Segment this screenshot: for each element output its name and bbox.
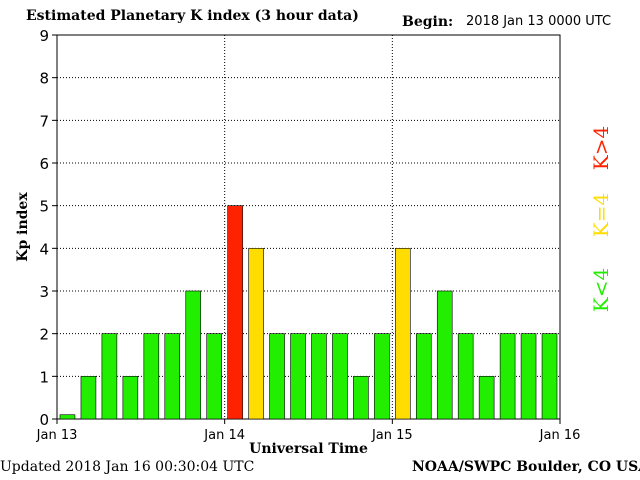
kp-bar [101,333,118,420]
x-tick-label: Jan 14 [203,428,245,443]
x-tick-label: Jan 13 [36,428,78,443]
y-tick-label: 6 [39,155,49,173]
kp-bar [143,333,160,420]
kp-bar [374,333,390,420]
kp-bar [290,333,306,420]
kp-bar [395,248,411,420]
begin-label: Begin: [402,14,454,30]
kp-bar [164,333,181,420]
x-tick-label: Jan 16 [539,428,581,443]
y-tick-label: 2 [39,326,49,344]
kp-bar [311,333,327,420]
y-tick-label: 8 [39,70,49,88]
kp-bar [353,376,369,420]
kp-bar [185,290,202,420]
kp-bar [80,376,97,420]
kp-bar [269,333,285,420]
kp-bar [457,333,474,420]
kp-bar [499,333,516,420]
kp-bar [59,414,76,420]
y-axis-label: Kp index [15,192,31,262]
kp-bar [122,376,139,420]
updated-label: Updated [0,459,61,475]
credit-text: NOAA/SWPC Boulder, CO USA [412,459,640,475]
kp-bar [415,333,432,420]
x-axis-label: Universal Time [249,441,368,457]
y-tick-label: 7 [39,112,49,130]
kp-bar [206,333,222,420]
kp-bar [332,333,348,420]
y-tick-label: 9 [39,27,49,45]
updated-value: 2018 Jan 16 00:30:04 UTC [65,459,255,475]
plot-frame [56,34,561,420]
kp-bar [478,376,495,420]
y-tick-label: 0 [39,411,49,429]
kp-bar [520,333,537,420]
kp-bar [227,205,243,420]
kp-bar [541,333,558,420]
chart-title: Estimated Planetary K index (3 hour data… [26,8,359,24]
legend-below: K<4 [589,268,613,312]
x-tick-label: Jan 15 [371,428,413,443]
kp-bar [436,290,453,420]
updated-timestamp: Updated 2018 Jan 16 00:30:04 UTC [0,459,254,475]
y-tick-label: 4 [39,240,49,258]
legend-above: K>4 [589,126,613,170]
y-tick-label: 5 [39,198,49,216]
legend-equal: K=4 [589,193,613,237]
y-tick-label: 1 [39,368,49,386]
y-tick-label: 3 [39,283,49,301]
kp-bar [248,248,264,420]
begin-value: 2018 Jan 13 0000 UTC [466,14,612,29]
